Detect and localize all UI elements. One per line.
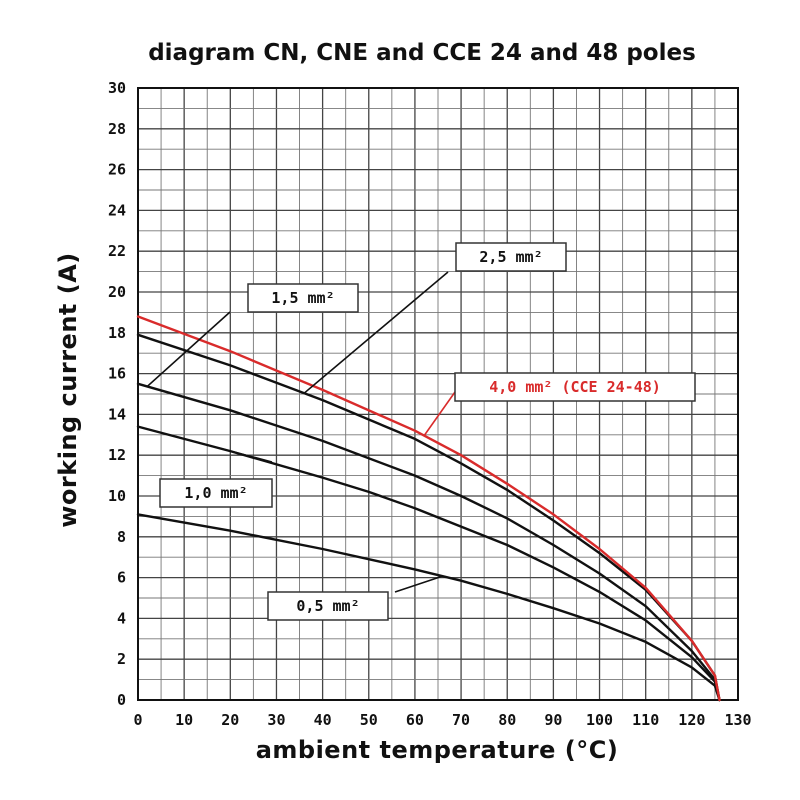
y-tick-label: 8 [117, 528, 126, 546]
x-tick-label: 20 [221, 711, 239, 729]
x-tick-label: 120 [678, 711, 705, 729]
series-leader-line-1 [174, 435, 273, 463]
series-label-3: 2,5 mm² [479, 248, 542, 266]
series-label-box-3 [455, 242, 567, 272]
series-line-0 [136, 513, 721, 702]
series-label-box-4 [454, 372, 696, 402]
series-line-1 [136, 425, 721, 702]
y-tick-label: 22 [108, 242, 126, 260]
y-tick-label: 16 [108, 365, 126, 383]
x-tick-label: 110 [632, 711, 659, 729]
x-tick-label: 90 [544, 711, 562, 729]
y-tick-label: 20 [108, 283, 126, 301]
x-tick-label: 60 [406, 711, 424, 729]
tick-labels: 0 10 20 30 40 50 60 70 80 90 100 110 120 130024681012… [108, 79, 752, 729]
series-label-box-2 [247, 283, 359, 313]
series-lines [136, 315, 721, 702]
series-line-4 [136, 315, 721, 702]
series-label-2: 1,5 mm² [271, 289, 334, 307]
x-tick-label: 30 [267, 711, 285, 729]
series-leader-line-4 [423, 391, 456, 437]
plot-frame [137, 87, 739, 701]
y-tick-label: 0 [117, 691, 126, 709]
x-tick-label: 40 [314, 711, 332, 729]
y-tick-label: 24 [108, 201, 126, 219]
series-line-2 [136, 382, 721, 702]
x-tick-label: 100 [586, 711, 613, 729]
y-tick-label: 10 [108, 487, 126, 505]
series-label-box-0 [267, 591, 389, 621]
x-tick-label: 10 [175, 711, 193, 729]
series-label-0: 0,5 mm² [296, 597, 359, 615]
y-tick-label: 4 [117, 609, 126, 627]
x-tick-label: 70 [452, 711, 470, 729]
series-leader-line-2 [146, 311, 231, 388]
chart-title: diagram CN, CNE and CCE 24 and 48 poles [148, 40, 696, 66]
x-tick-label: 50 [360, 711, 378, 729]
y-tick-label: 6 [117, 569, 126, 587]
series-label-4: 4,0 mm² (CCE 24-48) [489, 378, 661, 396]
x-tick-label: 0 [133, 711, 142, 729]
series-label-1: 1,0 mm² [184, 484, 247, 502]
x-axis-title: ambient temperature (°C) [256, 736, 619, 764]
y-tick-label: 28 [108, 120, 126, 138]
series-label-box-1 [159, 478, 273, 508]
series-leader-line-0 [394, 575, 443, 593]
y-tick-label: 30 [108, 79, 126, 97]
series-leader-line-3 [303, 271, 449, 394]
x-tick-label: 80 [498, 711, 516, 729]
series-labels: 0,5 mm² 1,0 mm² 1,5 mm² 2,5 mm² 4,0 mm² (CCE… [146, 242, 696, 621]
y-axis-title: working current (A) [54, 252, 82, 528]
y-tick-label: 12 [108, 446, 126, 464]
y-tick-label: 26 [108, 161, 126, 179]
x-tick-label: 130 [724, 711, 751, 729]
y-tick-label: 18 [108, 324, 126, 342]
y-tick-label: 14 [108, 405, 126, 423]
y-tick-label: 2 [117, 650, 126, 668]
